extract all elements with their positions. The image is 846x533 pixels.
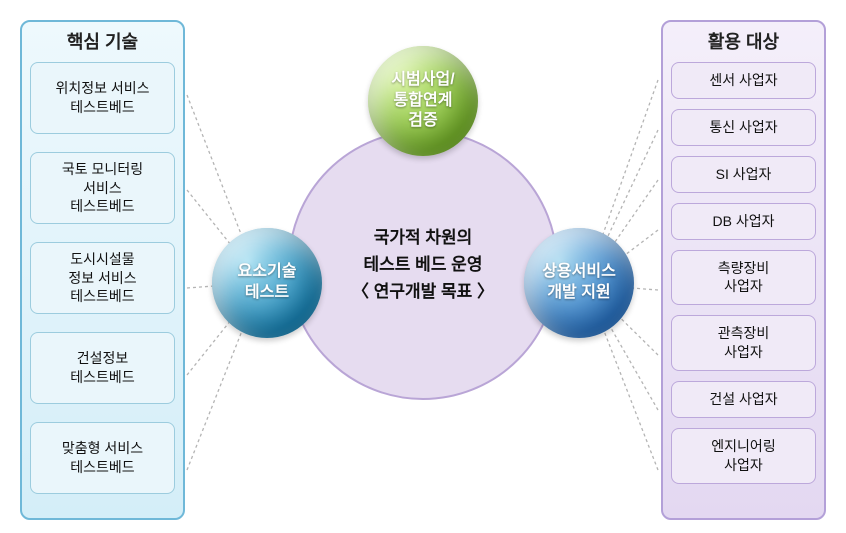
center-circle: 국가적 차원의 테스트 베드 운영 〈 연구개발 목표 〉 (288, 130, 558, 400)
right-item-7: 엔지니어링 사업자 (671, 428, 816, 484)
left-panel: 핵심 기술 위치정보 서비스 테스트베드국토 모니터링 서비스 테스트베드도시시… (20, 20, 185, 520)
right-item-3: DB 사업자 (671, 203, 816, 240)
right-item-1: 통신 사업자 (671, 109, 816, 146)
left-panel-title: 핵심 기술 (30, 28, 175, 54)
right-item-6: 건설 사업자 (671, 381, 816, 418)
right-panel: 활용 대상 센서 사업자통신 사업자 SI 사업자 DB 사업자측량장비 사업자관측… (661, 20, 826, 520)
center-text: 국가적 차원의 테스트 베드 운영 〈 연구개발 목표 〉 (313, 224, 533, 306)
right-panel-title: 활용 대상 (671, 28, 816, 54)
right-item-4: 측량장비 사업자 (671, 250, 816, 306)
right-item-0: 센서 사업자 (671, 62, 816, 99)
sphere-right: 상용서비스 개발 지원 (524, 228, 634, 338)
left-item-2: 도시시설물 정보 서비스 테스트베드 (30, 242, 175, 314)
sphere-top: 시범사업/ 통합연계 검증 (368, 46, 478, 156)
sphere-left-label: 요소기술 테스트 (238, 262, 297, 304)
left-item-3: 건설정보 테스트베드 (30, 332, 175, 404)
right-item-2: SI 사업자 (671, 156, 816, 193)
center-line3: 〈 연구개발 목표 〉 (352, 283, 494, 302)
left-item-4: 맞춤형 서비스 테스트베드 (30, 422, 175, 494)
sphere-right-label: 상용서비스 개발 지원 (542, 262, 616, 304)
left-panel-items: 위치정보 서비스 테스트베드국토 모니터링 서비스 테스트베드도시시설물 정보 … (30, 62, 175, 494)
right-item-5: 관측장비 사업자 (671, 315, 816, 371)
center-line1: 국가적 차원의 (374, 228, 473, 247)
center-line2: 테스트 베드 운영 (364, 255, 483, 274)
left-item-0: 위치정보 서비스 테스트베드 (30, 62, 175, 134)
right-panel-items: 센서 사업자통신 사업자 SI 사업자 DB 사업자측량장비 사업자관측장비 사업자… (671, 62, 816, 484)
left-item-1: 국토 모니터링 서비스 테스트베드 (30, 152, 175, 224)
sphere-top-label: 시범사업/ 통합연계 검증 (391, 70, 454, 132)
sphere-left: 요소기술 테스트 (212, 228, 322, 338)
